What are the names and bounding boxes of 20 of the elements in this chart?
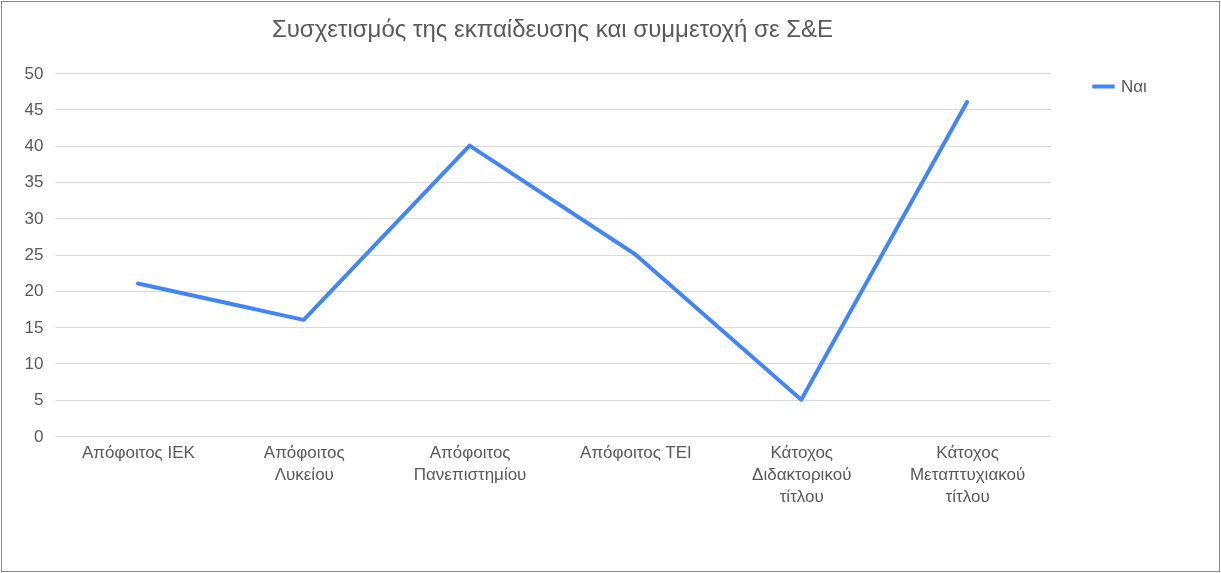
chart-title: Συσχετισμός της εκπαίδευσης και συμμετοχή σε Σ&Ε	[271, 15, 834, 42]
line-series	[135, 100, 970, 402]
y-tick-label: 35	[24, 172, 44, 192]
y-tick-label: 25	[24, 245, 44, 264]
y-tick-label: 0	[34, 426, 44, 446]
legend-label: Ναι	[1121, 76, 1148, 96]
x-tick-label: Κάτοχος Μεταπτυχιακού τίτλου	[909, 442, 1026, 506]
x-tick-label: Απόφοιτος ΤΕΙ	[580, 442, 692, 462]
y-tick-label: 30	[24, 208, 44, 228]
x-tick-label: Κάτοχος Διδακτορικού τίτλου	[752, 442, 852, 506]
y-tick-label: 10	[24, 353, 44, 373]
y-tick-label: 20	[24, 281, 44, 301]
x-tick-label: Απόφοιτος Πανεπιστημίου	[413, 442, 527, 484]
y-tick-label: 50	[24, 63, 44, 83]
y-tick-label: 5	[34, 390, 44, 410]
y-tick-label: 15	[24, 317, 44, 337]
y-tick-label: 45	[24, 99, 44, 119]
x-tick-label: Απόφοιτος ΙΕΚ	[81, 442, 196, 462]
y-tick-label: 40	[24, 136, 44, 156]
x-tick-label: Απόφοιτος Λυκείου	[263, 442, 345, 484]
